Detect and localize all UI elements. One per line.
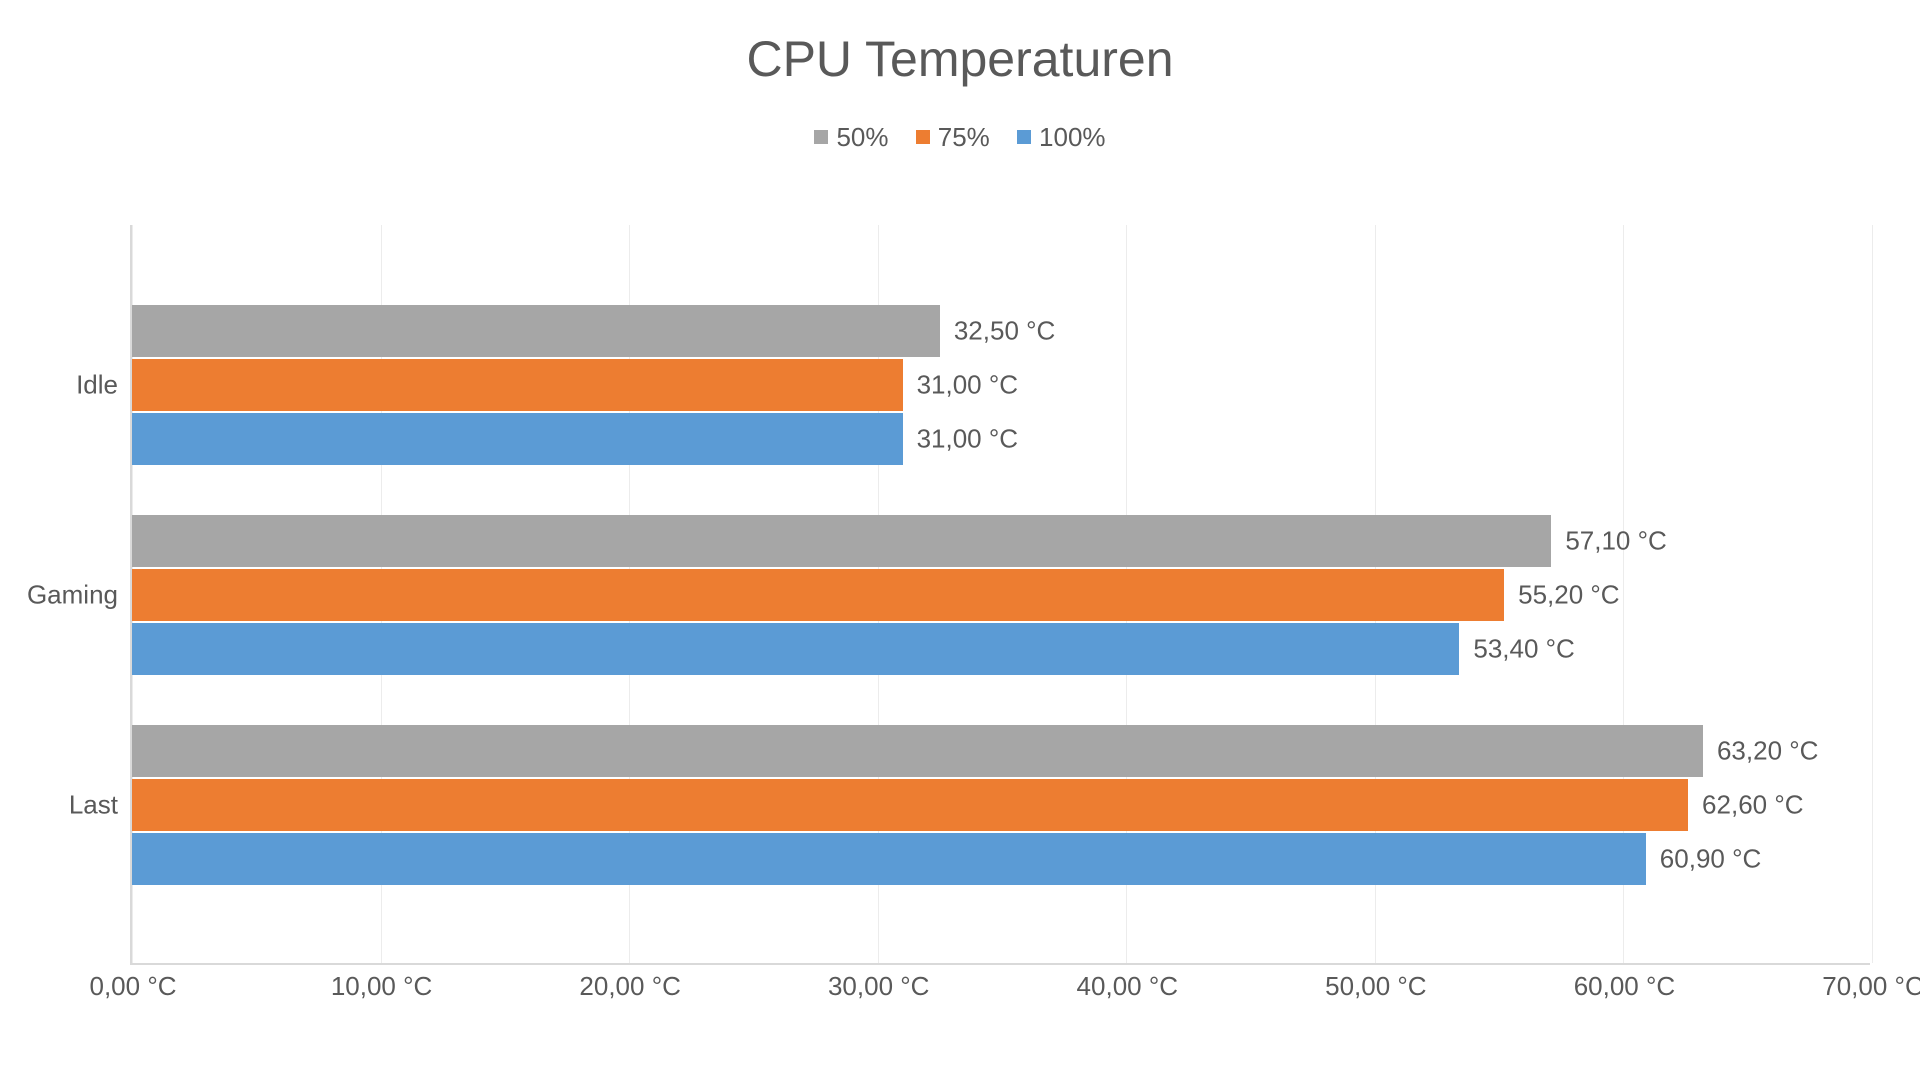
category-group-idle: Idle 32,50 °C 31,00 °C 31,00 °C xyxy=(132,305,1870,465)
legend-label-75: 75% xyxy=(938,122,990,153)
legend-swatch-75 xyxy=(916,130,930,144)
bar-value-label: 31,00 °C xyxy=(917,370,1018,401)
bar-value-label: 53,40 °C xyxy=(1473,634,1574,665)
bar-gaming-100: 53,40 °C xyxy=(132,623,1459,675)
x-tick-label: 70,00 °C xyxy=(1822,971,1920,1002)
legend-item-50: 50% xyxy=(814,122,888,153)
gridline: 70,00 °C xyxy=(1872,225,1873,963)
category-label: Last xyxy=(69,790,118,821)
plot-area: 0,00 °C 10,00 °C 20,00 °C 30,00 °C 40,00… xyxy=(130,225,1870,965)
x-tick-label: 0,00 °C xyxy=(89,971,176,1002)
x-tick-label: 60,00 °C xyxy=(1574,971,1675,1002)
bar-gaming-75: 55,20 °C xyxy=(132,569,1504,621)
category-label: Idle xyxy=(76,370,118,401)
legend-label-100: 100% xyxy=(1039,122,1106,153)
bar-last-100: 60,90 °C xyxy=(132,833,1646,885)
legend-item-75: 75% xyxy=(916,122,990,153)
bar-last-75: 62,60 °C xyxy=(132,779,1688,831)
legend-label-50: 50% xyxy=(836,122,888,153)
bar-gaming-50: 57,10 °C xyxy=(132,515,1551,567)
chart-container: CPU Temperaturen 50% 75% 100% 0,00 °C 10… xyxy=(0,0,1920,1080)
x-tick-label: 50,00 °C xyxy=(1325,971,1426,1002)
category-group-gaming: Gaming 57,10 °C 55,20 °C 53,40 °C xyxy=(132,515,1870,675)
chart-title: CPU Temperaturen xyxy=(0,30,1920,88)
bar-value-label: 31,00 °C xyxy=(917,424,1018,455)
bar-value-label: 62,60 °C xyxy=(1702,790,1803,821)
bar-idle-50: 32,50 °C xyxy=(132,305,940,357)
bar-idle-100: 31,00 °C xyxy=(132,413,903,465)
x-tick-label: 20,00 °C xyxy=(579,971,680,1002)
category-group-last: Last 63,20 °C 62,60 °C 60,90 °C xyxy=(132,725,1870,885)
bar-value-label: 57,10 °C xyxy=(1565,526,1666,557)
legend-item-100: 100% xyxy=(1017,122,1106,153)
legend-swatch-100 xyxy=(1017,130,1031,144)
bar-value-label: 60,90 °C xyxy=(1660,844,1761,875)
category-label: Gaming xyxy=(27,580,118,611)
legend-swatch-50 xyxy=(814,130,828,144)
x-tick-label: 40,00 °C xyxy=(1077,971,1178,1002)
bar-idle-75: 31,00 °C xyxy=(132,359,903,411)
bar-value-label: 63,20 °C xyxy=(1717,736,1818,767)
chart-legend: 50% 75% 100% xyxy=(0,120,1920,153)
x-tick-label: 30,00 °C xyxy=(828,971,929,1002)
bar-last-50: 63,20 °C xyxy=(132,725,1703,777)
bar-value-label: 32,50 °C xyxy=(954,316,1055,347)
bar-value-label: 55,20 °C xyxy=(1518,580,1619,611)
x-tick-label: 10,00 °C xyxy=(331,971,432,1002)
